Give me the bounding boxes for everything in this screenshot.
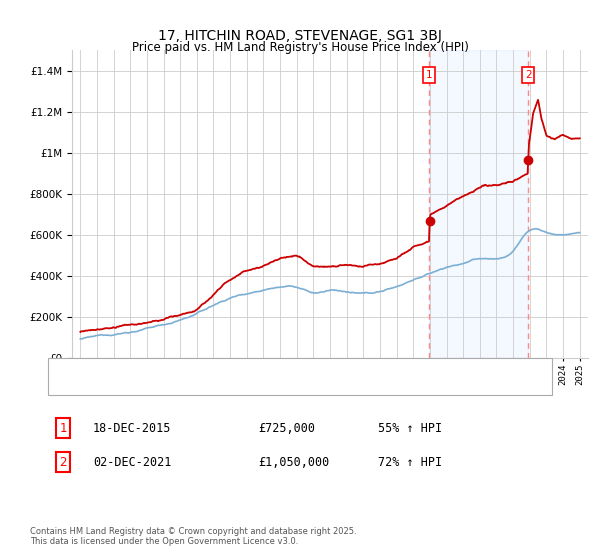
Text: 02-DEC-2021: 02-DEC-2021 (93, 455, 172, 469)
Text: £1,050,000: £1,050,000 (258, 455, 329, 469)
Bar (430, 50, 529, 358)
Text: 17, HITCHIN ROAD, STEVENAGE, SG1 3BJ (detached house): 17, HITCHIN ROAD, STEVENAGE, SG1 3BJ (de… (105, 363, 413, 374)
Text: 1: 1 (59, 422, 67, 435)
Text: ——: —— (66, 362, 91, 375)
Text: 72% ↑ HPI: 72% ↑ HPI (378, 455, 442, 469)
Text: HPI: Average price, detached house, Stevenage: HPI: Average price, detached house, Stev… (105, 380, 353, 390)
Text: 2: 2 (525, 70, 532, 80)
Text: Contains HM Land Registry data © Crown copyright and database right 2025.
This d: Contains HM Land Registry data © Crown c… (30, 526, 356, 546)
Text: ——: —— (66, 378, 91, 391)
Text: 17, HITCHIN ROAD, STEVENAGE, SG1 3BJ: 17, HITCHIN ROAD, STEVENAGE, SG1 3BJ (158, 29, 442, 44)
Text: 1: 1 (426, 70, 433, 80)
Text: 2: 2 (59, 455, 67, 469)
Text: Price paid vs. HM Land Registry's House Price Index (HPI): Price paid vs. HM Land Registry's House … (131, 41, 469, 54)
Text: 18-DEC-2015: 18-DEC-2015 (93, 422, 172, 435)
Text: £725,000: £725,000 (258, 422, 315, 435)
Text: 55% ↑ HPI: 55% ↑ HPI (378, 422, 442, 435)
